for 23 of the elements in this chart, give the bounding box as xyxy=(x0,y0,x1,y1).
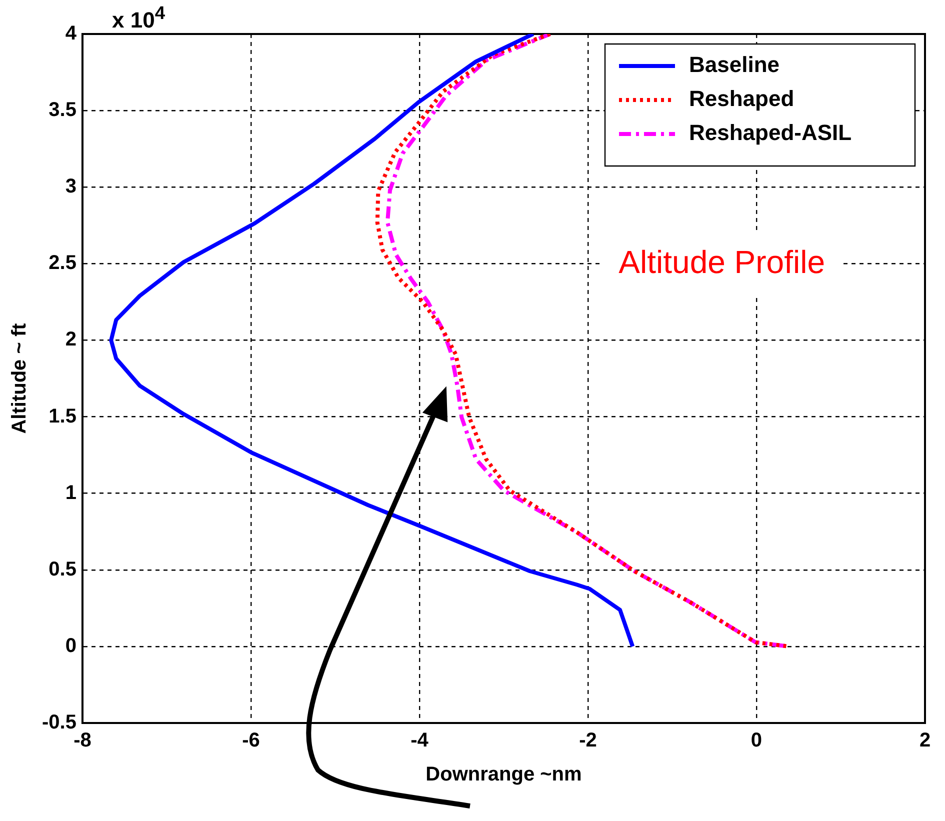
y-tick-label: 1.5 xyxy=(48,405,76,428)
y-tick-label: 2 xyxy=(65,328,76,351)
text: x 10$^{4}$ xyxy=(112,2,166,34)
y-tick-label: 4 xyxy=(65,22,78,45)
x-tick-label: -2 xyxy=(579,730,597,752)
legend-label: Reshaped-ASIL xyxy=(689,120,852,146)
x-axis-title: Downrange ~nm xyxy=(426,764,582,786)
y-axis-title: Altitude ~ ft xyxy=(8,322,31,434)
y-tick-label: 0 xyxy=(65,634,76,657)
x-tick-label: -6 xyxy=(242,730,260,752)
y-tick-label: 2.5 xyxy=(48,252,76,274)
legend-label: Reshaped xyxy=(689,86,794,112)
annotation: Altitude Profile xyxy=(618,244,825,280)
x-tick-label: 0 xyxy=(750,730,762,752)
legend-label: Baseline xyxy=(689,52,780,78)
y-tick-label: 0.5 xyxy=(48,558,76,580)
x-tick-label: -8 xyxy=(74,730,92,752)
y-tick-label: 3.5 xyxy=(48,99,76,122)
y-tick-label: -0.5 xyxy=(42,712,76,734)
y-tick-label: 3 xyxy=(65,176,76,198)
x-tick-label: 2 xyxy=(919,730,931,752)
x-tick-label: -4 xyxy=(410,730,430,752)
y-tick-label: 1 xyxy=(65,482,76,504)
